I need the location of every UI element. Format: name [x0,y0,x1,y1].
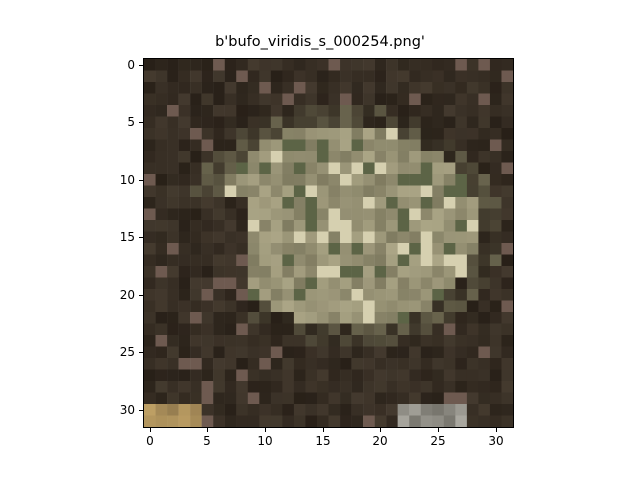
y-tick-label: 20 [119,288,135,302]
y-tick-mark [139,352,143,353]
y-tick-mark [139,295,143,296]
y-tick-mark [139,237,143,238]
x-tick-mark [150,428,151,432]
y-tick-mark [139,65,143,66]
x-tick-mark [323,428,324,432]
x-tick-mark [496,428,497,432]
pixelated-toad-image [144,59,513,427]
x-tick-mark [265,428,266,432]
x-tick-label: 20 [372,434,388,448]
y-tick-mark [139,410,143,411]
image-plot-area [143,58,514,428]
y-tick-label: 0 [127,58,135,72]
x-tick-mark [438,428,439,432]
x-tick-label: 10 [257,434,273,448]
y-tick-mark [139,122,143,123]
y-tick-label: 10 [119,173,135,187]
y-tick-label: 30 [119,403,135,417]
x-tick-label: 15 [315,434,331,448]
y-tick-label: 15 [119,230,135,244]
x-tick-mark [207,428,208,432]
figure-title: b'bufo_viridis_s_000254.png' [215,34,425,50]
x-tick-mark [380,428,381,432]
y-tick-label: 5 [127,115,135,129]
x-tick-label: 0 [146,434,154,448]
x-tick-label: 25 [430,434,446,448]
y-tick-mark [139,180,143,181]
x-tick-label: 5 [203,434,211,448]
y-tick-label: 25 [119,345,135,359]
x-tick-label: 30 [488,434,504,448]
